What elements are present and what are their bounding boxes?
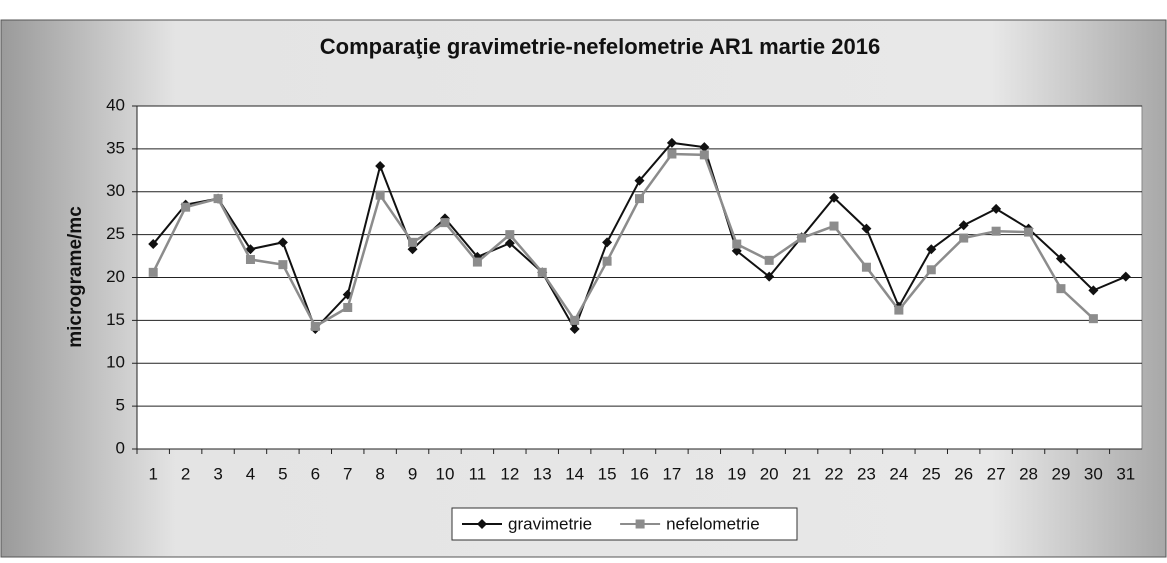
point [926, 265, 936, 275]
y-tick-label: 35 [106, 138, 125, 157]
x-tick-label: 9 [408, 464, 417, 483]
x-tick-label: 4 [246, 464, 255, 483]
x-tick-label: 13 [533, 464, 552, 483]
x-tick-label: 15 [598, 464, 617, 483]
point [1024, 227, 1034, 237]
point [861, 262, 871, 272]
point [699, 150, 709, 160]
point [667, 149, 677, 159]
x-tick-label: 22 [825, 464, 844, 483]
x-tick-label: 8 [375, 464, 384, 483]
point [602, 256, 612, 266]
point [602, 237, 613, 248]
x-tick-label: 27 [987, 464, 1006, 483]
point [764, 271, 775, 282]
point [148, 267, 158, 277]
point [894, 305, 904, 315]
point [343, 303, 353, 313]
point [245, 254, 255, 264]
x-tick-label: 24 [889, 464, 908, 483]
point [213, 194, 223, 204]
x-tick-label: 28 [1019, 464, 1038, 483]
x-tick-label: 31 [1116, 464, 1135, 483]
point [991, 203, 1002, 214]
point [635, 194, 644, 204]
point [181, 202, 191, 212]
point [732, 239, 742, 249]
point [569, 323, 580, 334]
y-tick-label: 20 [106, 267, 125, 286]
x-tick-label: 5 [278, 464, 287, 483]
legend-marker [477, 519, 487, 529]
point [310, 321, 320, 331]
x-tick-label: 29 [1051, 464, 1070, 483]
point [278, 260, 288, 270]
y-tick-label: 15 [106, 310, 125, 329]
point [1056, 284, 1066, 294]
point [1055, 253, 1066, 264]
x-tick-label: 20 [760, 464, 779, 483]
x-tick-label: 19 [727, 464, 746, 483]
point [926, 244, 937, 255]
y-tick-label: 5 [116, 396, 125, 415]
x-tick-label: 7 [343, 464, 352, 483]
series-line [152, 152, 1095, 329]
point [764, 255, 774, 265]
point [570, 315, 580, 325]
point [245, 244, 256, 255]
point [148, 239, 159, 250]
point [861, 223, 872, 234]
x-tick-label: 12 [500, 464, 519, 483]
x-tick-label: 26 [954, 464, 973, 483]
point [537, 267, 547, 277]
point [1088, 285, 1099, 296]
point [634, 175, 645, 186]
point [829, 192, 840, 203]
point [440, 218, 450, 228]
x-tick-label: 25 [922, 464, 941, 483]
x-tick-label: 3 [213, 464, 222, 483]
point [1120, 271, 1131, 282]
x-tick-label: 1 [148, 464, 157, 483]
y-tick-label: 30 [106, 181, 125, 200]
point [959, 233, 969, 243]
y-tick-label: 25 [106, 224, 125, 243]
point [958, 220, 969, 231]
point [375, 161, 386, 172]
point [1088, 314, 1098, 324]
point [277, 237, 288, 248]
x-tick-label: 11 [469, 464, 487, 483]
y-tick-label: 10 [106, 353, 125, 372]
x-tick-label: 14 [565, 464, 584, 483]
x-tick-label: 21 [792, 464, 811, 483]
y-tick-label: 0 [116, 438, 125, 457]
x-tick-label: 30 [1084, 464, 1103, 483]
x-tick-label: 10 [436, 464, 455, 483]
legend-marker [635, 519, 645, 529]
x-tick-label: 18 [695, 464, 714, 483]
point [375, 190, 385, 200]
point [408, 237, 418, 247]
x-tick-label: 17 [662, 464, 681, 483]
x-tick-label: 6 [311, 464, 320, 483]
chart-title: Comparaţie gravimetrie-nefelometrie AR1 … [320, 34, 880, 59]
legend-label: gravimetrie [508, 514, 592, 533]
point [666, 137, 677, 148]
point [991, 226, 1001, 236]
point [797, 233, 807, 243]
point [699, 142, 710, 153]
point [472, 257, 482, 267]
point [505, 230, 515, 240]
y-axis-label: micrograme/mc [65, 206, 86, 348]
y-tick-label: 40 [106, 95, 125, 114]
point [829, 221, 839, 231]
point [504, 238, 515, 249]
legend-label: nefelometrie [666, 514, 760, 533]
x-tick-label: 16 [630, 464, 649, 483]
x-tick-label: 23 [857, 464, 876, 483]
x-tick-label: 2 [181, 464, 190, 483]
